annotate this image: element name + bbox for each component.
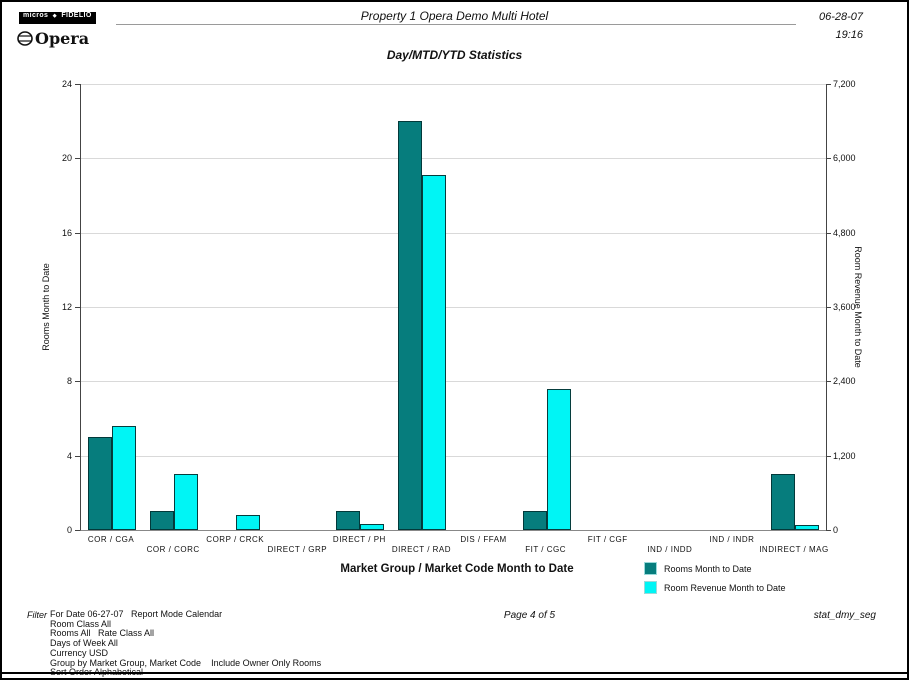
report-time: 19:16 [835, 29, 863, 41]
left-axis-tick [75, 381, 80, 383]
bar-revenue [546, 389, 571, 530]
report-title: Day/MTD/YTD Statistics [386, 48, 523, 62]
left-axis-tick [75, 455, 80, 457]
bar-rooms [522, 511, 547, 530]
gridline [81, 84, 826, 85]
bar-revenue [360, 524, 385, 530]
micros-fidelio-logo: micros ◆ FIDELIO [19, 12, 96, 24]
left-axis-tick-label: 8 [66, 376, 72, 387]
right-axis-tick [826, 307, 831, 308]
bar-revenue [794, 525, 819, 530]
right-axis-tick [826, 84, 831, 85]
filter-line: Room Class All [50, 618, 112, 629]
right-axis-tick [826, 530, 831, 531]
category-label: IND / INDR [709, 535, 755, 544]
category-label: FIT / CGC [525, 545, 567, 554]
left-axis-tick-label: 16 [61, 227, 72, 238]
opera-logo: Opera [17, 29, 89, 48]
legend-label-rooms: Rooms Month to Date [664, 563, 752, 574]
diamond-icon: ◆ [52, 13, 57, 19]
category-label: DIS / FFAM [460, 535, 507, 544]
right-axis-tick-label: 0 [833, 525, 839, 535]
gridline [81, 381, 826, 383]
micros-logo-text: micros [23, 12, 49, 19]
right-axis-tick-label: 6,000 [833, 153, 856, 164]
bar-rooms [398, 121, 423, 530]
category-label: CORP / CRCK [206, 535, 265, 544]
right-axis-tick-label: 2,400 [833, 376, 856, 387]
category-label: DIRECT / RAD [391, 545, 452, 554]
bar-rooms [770, 474, 795, 530]
left-axis-tick [75, 307, 80, 308]
category-label: DIRECT / PH [332, 535, 386, 544]
left-axis-tick-label: 24 [61, 79, 72, 89]
gridline [81, 158, 826, 160]
filter-line: Rooms All Rate Class All [50, 628, 155, 639]
right-axis-tick-label: 3,600 [833, 302, 856, 312]
right-axis-tick [826, 232, 831, 234]
right-axis-tick-label: 7,200 [833, 79, 856, 89]
right-axis-tick [826, 455, 831, 457]
right-axis-title: Room Revenue Month to Date [853, 246, 863, 368]
legend-label-revenue: Room Revenue Month to Date [664, 582, 786, 593]
filter-line: Group by Market Group, Market Code Inclu… [50, 657, 322, 668]
category-label: COR / CORC [146, 545, 200, 554]
bar-rooms [336, 511, 361, 530]
report-id: stat_dmy_seg [813, 610, 876, 621]
left-axis-tick [75, 530, 80, 531]
page-bottom-border [2, 672, 907, 674]
bar-revenue [422, 175, 447, 530]
category-label: INDIRECT / MAG [759, 545, 829, 554]
filter-label: Filter [27, 610, 47, 620]
left-axis-tick [75, 84, 80, 85]
category-label: IND / INDD [647, 545, 693, 554]
opera-logo-text: Opera [35, 29, 90, 48]
page-number: Page 4 of 5 [503, 610, 556, 621]
filter-line: Days of Week All [50, 638, 118, 649]
legend: Rooms Month to Date Room Revenue Month t… [644, 559, 786, 597]
category-label: FIT / CGF [587, 535, 628, 544]
right-axis-tick-label: 4,800 [833, 227, 856, 238]
bar-rooms [150, 511, 175, 530]
legend-swatch-rooms [644, 562, 657, 575]
left-axis-tick [75, 158, 80, 160]
left-axis-tick-label: 12 [61, 302, 72, 312]
bar-revenue [236, 515, 261, 530]
filter-line: For Date 06-27-07 Report Mode Calendar [50, 609, 223, 619]
legend-item-revenue: Room Revenue Month to Date [644, 578, 786, 597]
category-label: COR / CGA [87, 535, 135, 544]
gridline [81, 232, 826, 234]
left-axis-tick-label: 20 [61, 153, 72, 164]
property-title: Property 1 Opera Demo Multi Hotel [360, 9, 549, 23]
globe-icon [17, 31, 33, 46]
header-divider [116, 24, 796, 25]
filter-lines: For Date 06-27-07 Report Mode Calendar Ro… [50, 609, 322, 678]
right-axis-tick [826, 158, 831, 160]
category-label: DIRECT / GRP [267, 545, 328, 554]
filter-line: Currency USD [50, 647, 109, 658]
legend-swatch-revenue [644, 581, 657, 594]
left-axis-tick [75, 232, 80, 234]
right-axis-tick [826, 381, 831, 383]
right-axis-tick-label: 1,200 [833, 450, 856, 461]
plot-area [80, 84, 827, 531]
left-axis-tick-label: 4 [66, 450, 72, 461]
bar-revenue [112, 425, 137, 530]
gridline [81, 307, 826, 308]
left-axis-tick-label: 0 [66, 525, 72, 535]
legend-item-rooms: Rooms Month to Date [644, 559, 786, 578]
x-axis-title: Market Group / Market Code Month to Date [340, 563, 574, 575]
fidelio-logo-text: FIDELIO [61, 12, 92, 19]
report-date: 06-28-07 [818, 11, 863, 23]
bar-rooms [88, 437, 113, 530]
bar-revenue [174, 474, 199, 530]
gridline [81, 455, 826, 457]
